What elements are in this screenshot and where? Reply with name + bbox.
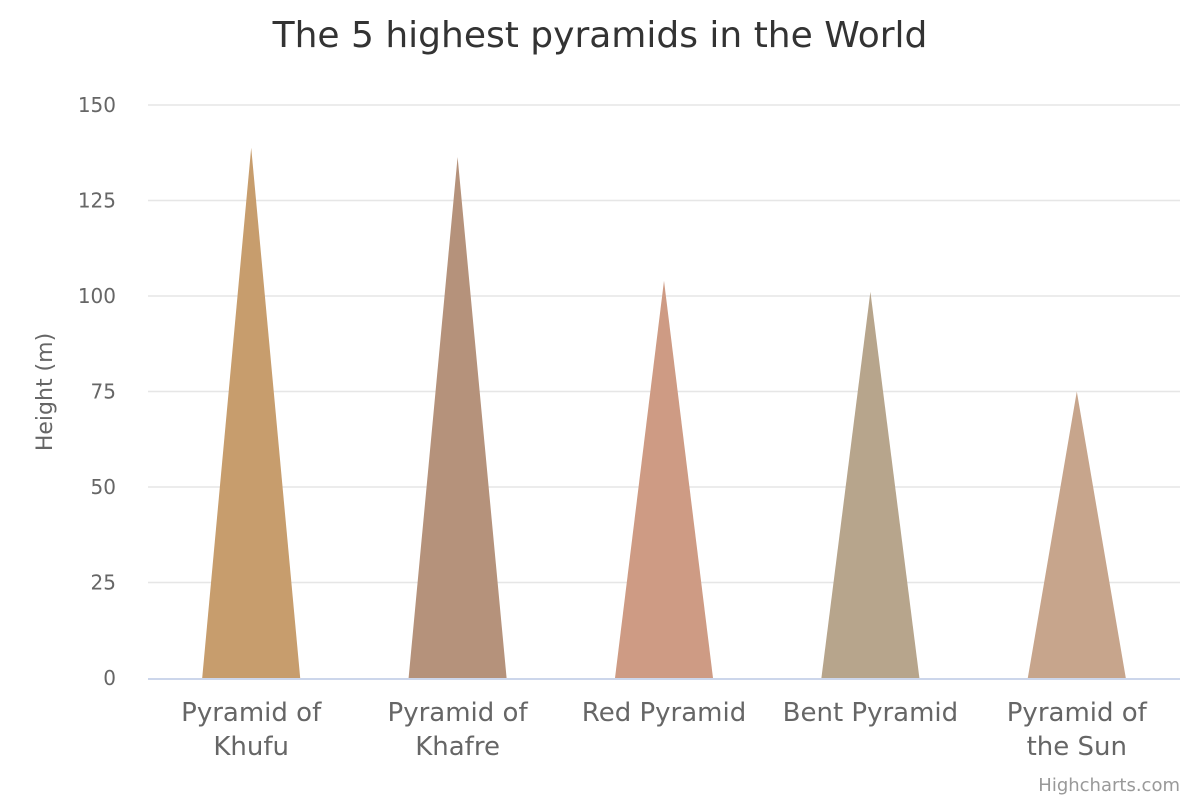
pyramid-bar[interactable] xyxy=(408,156,507,678)
pyramid-series xyxy=(202,147,1126,679)
x-axis-ticks: Pyramid of Khufu Pyramid of Khafre Red Pyram… xyxy=(181,698,1148,762)
y-tick-label: 0 xyxy=(103,666,116,690)
pyramid-bar[interactable] xyxy=(1027,391,1126,679)
pyramid-bar[interactable] xyxy=(615,280,713,678)
pyramid-bar[interactable] xyxy=(202,147,301,678)
y-tick-label: 25 xyxy=(91,571,116,595)
y-tick-label: 125 xyxy=(78,189,116,213)
x-tick-label: Red Pyramid xyxy=(582,698,746,728)
y-tick-label: 50 xyxy=(91,475,116,499)
x-tick-label: Bent Pyramid xyxy=(783,698,959,728)
chart-title: The 5 highest pyramids in the World xyxy=(272,15,928,56)
pyramid-bar[interactable] xyxy=(821,291,920,678)
y-tick-label: 75 xyxy=(91,380,116,404)
x-tick-label: Pyramid of Khafre xyxy=(388,698,529,762)
x-tick-label: Pyramid of Khufu xyxy=(181,698,322,762)
y-axis-title: Height (m) xyxy=(33,333,58,451)
y-axis-ticks: 0 25 50 75 100 125 150 xyxy=(78,93,116,690)
credits-link[interactable]: Highcharts.com xyxy=(1038,775,1180,796)
y-tick-label: 150 xyxy=(78,93,116,117)
y-tick-label: 100 xyxy=(78,284,116,308)
x-tick-label: Pyramid of the Sun xyxy=(1007,698,1148,762)
